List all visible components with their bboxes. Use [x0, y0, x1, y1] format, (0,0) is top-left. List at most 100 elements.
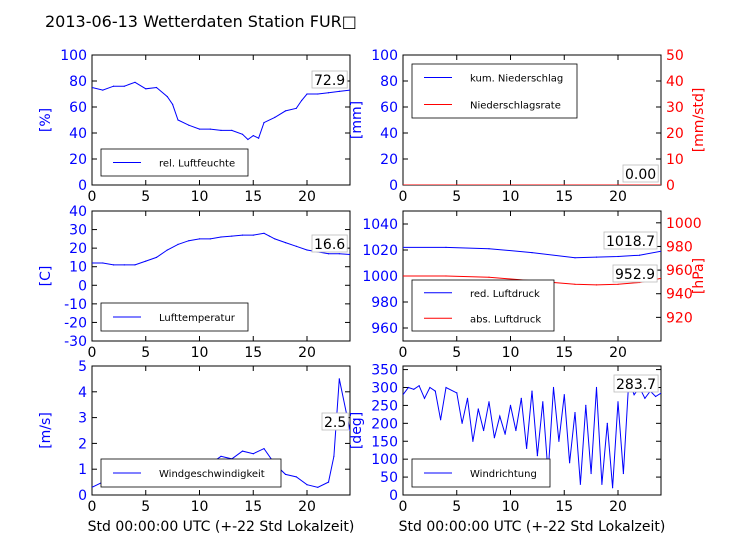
- y-tick-label: 250: [371, 398, 398, 414]
- data-point: [92, 486, 93, 488]
- data-point: [558, 440, 560, 442]
- data-point: [612, 487, 614, 489]
- data-point: [145, 260, 147, 262]
- value-annotation: 283.7: [613, 374, 659, 393]
- data-point: [407, 386, 409, 389]
- y-tick-label: 40: [69, 204, 87, 220]
- data-point: [440, 419, 442, 421]
- legend-box: [411, 279, 555, 332]
- data-point: [198, 128, 201, 130]
- data-point: [102, 89, 104, 91]
- value-annotation: 16.6: [311, 234, 348, 253]
- x-axis-label: Std 00:00:00 UTC (+-22 Std Lokalzeit): [88, 519, 355, 535]
- legend-entry: Windgeschwindigkeit: [159, 469, 265, 480]
- data-point: [327, 481, 330, 483]
- annotation-text: 0.00: [625, 167, 656, 183]
- data-point: [247, 138, 249, 141]
- x-tick-label: 20: [609, 499, 627, 515]
- value-annotation: 72.9: [311, 70, 348, 89]
- plot-frame: [402, 365, 662, 496]
- annotation-text: 952.9: [615, 267, 655, 283]
- y2-tick-label: 1000: [666, 216, 702, 232]
- data-point: [488, 401, 490, 403]
- data-point: [595, 284, 598, 286]
- data-point: [241, 234, 244, 236]
- figure-title: 2013-06-13 Wetterdaten Station FUR□: [45, 12, 357, 31]
- data-point: [274, 116, 276, 118]
- data-point: [595, 386, 598, 389]
- y-tick-label: 300: [371, 381, 398, 397]
- annotation-text: 1018.7: [606, 234, 655, 250]
- data-point: [526, 447, 528, 449]
- series-line-0: [92, 232, 350, 266]
- data-point: [172, 103, 174, 105]
- data-point: [574, 283, 576, 285]
- data-point: [660, 184, 661, 185]
- annotation-text: 16.6: [314, 237, 345, 253]
- data-point: [220, 236, 222, 238]
- data-point: [499, 415, 501, 417]
- data-point: [166, 249, 168, 251]
- y-tick-label: 60: [380, 100, 398, 116]
- plot-frame: [91, 210, 351, 342]
- data-point: [403, 275, 404, 277]
- data-point: [493, 437, 495, 439]
- data-point: [263, 232, 265, 234]
- y-tick-label: 100: [60, 48, 87, 64]
- x-tick-label: 10: [502, 499, 520, 515]
- data-point: [134, 264, 136, 266]
- x-tick-label: 15: [244, 499, 262, 515]
- data-point: [306, 93, 308, 95]
- data-point: [552, 386, 555, 389]
- data-point: [660, 277, 661, 279]
- legend-entry: red. Luftdruck: [470, 289, 540, 300]
- y2-axis-label: [mm/std]: [691, 88, 707, 153]
- y-tick-label: 0: [389, 488, 398, 504]
- data-point: [655, 395, 657, 398]
- data-point: [198, 238, 201, 240]
- data-point: [601, 483, 603, 485]
- value-annotation: 1018.7: [603, 231, 658, 250]
- data-point: [536, 455, 539, 457]
- data-point: [595, 256, 598, 258]
- data-point: [488, 276, 490, 278]
- data-point: [92, 262, 93, 264]
- legend: rel. Luftfeuchte: [100, 148, 249, 177]
- data-point: [134, 81, 136, 83]
- x-tick-label: 15: [244, 345, 262, 361]
- y-tick-label: 20: [69, 152, 87, 168]
- y-axis-label: [mm]: [349, 101, 365, 139]
- y-tick-label: 2: [78, 436, 87, 452]
- data-point: [155, 86, 158, 89]
- x-tick-label: 15: [555, 499, 573, 515]
- legend: kum. Niederschlag Niederschlagsrate: [411, 63, 578, 119]
- data-point: [284, 110, 287, 112]
- data-point: [102, 262, 104, 264]
- x-tick-label: 20: [298, 345, 316, 361]
- data-point: [241, 133, 244, 135]
- data-point: [220, 455, 222, 457]
- data-point: [263, 448, 265, 450]
- data-point: [284, 473, 287, 475]
- data-point: [617, 401, 619, 403]
- y2-axis-label: [hPa]: [691, 258, 707, 294]
- data-point: [622, 472, 625, 475]
- data-point: [155, 256, 158, 258]
- annotation-box: [311, 70, 348, 89]
- data-point: [434, 390, 436, 392]
- data-point: [488, 248, 490, 250]
- data-point: [445, 386, 447, 389]
- y-tick-label: -20: [64, 315, 87, 331]
- data-point: [268, 235, 270, 237]
- y-tick-label: 10: [69, 260, 87, 276]
- data-point: [274, 238, 276, 240]
- data-point: [295, 107, 297, 109]
- value-annotation: 2.5: [321, 412, 349, 431]
- data-point: [477, 408, 479, 410]
- data-point: [92, 86, 93, 89]
- data-point: [252, 135, 254, 137]
- annotation-text: 72.9: [314, 73, 345, 89]
- data-point: [306, 484, 308, 486]
- x-tick-label: 5: [141, 345, 150, 361]
- data-point: [590, 472, 592, 475]
